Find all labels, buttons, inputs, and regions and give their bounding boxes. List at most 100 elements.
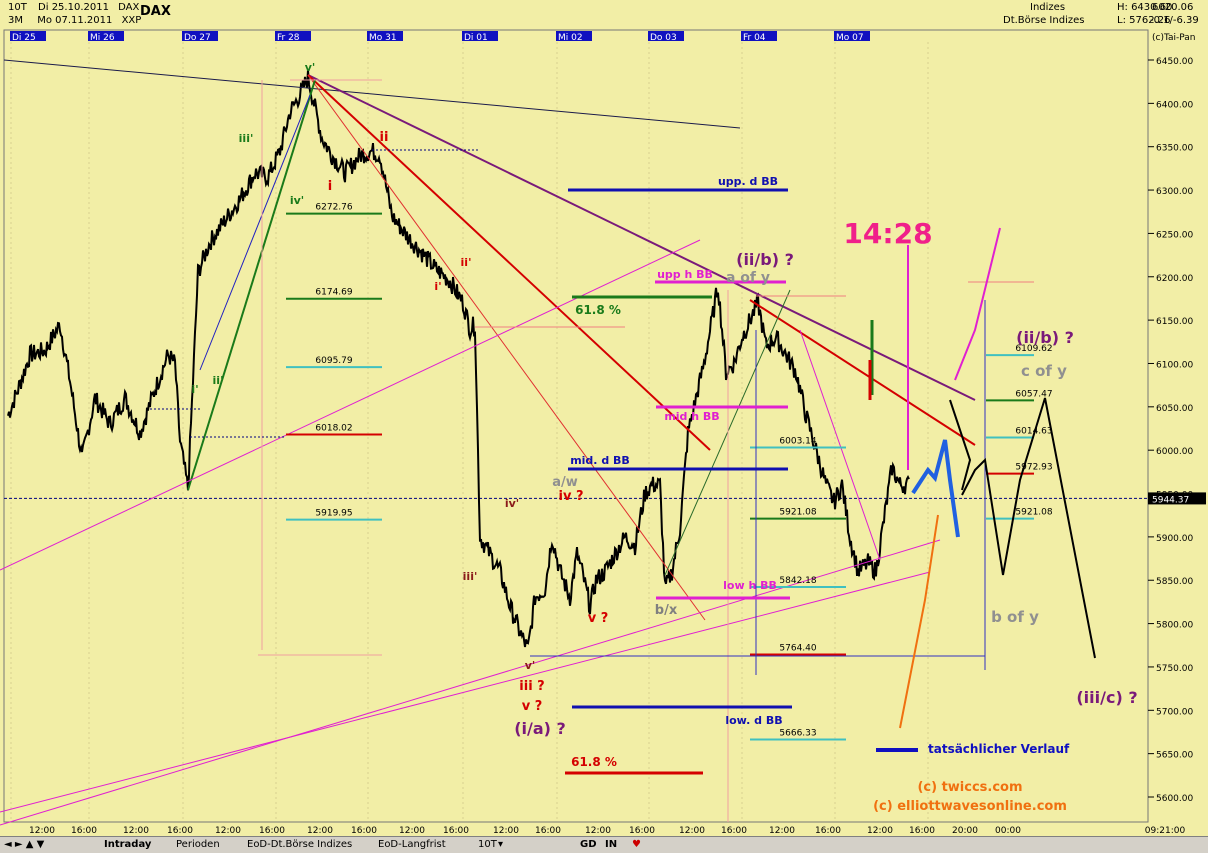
day-label: Di 01	[464, 33, 488, 43]
y-tick-label: 5650.00	[1156, 751, 1193, 761]
channel-magenta-2	[0, 571, 931, 813]
wave-label: ii	[380, 130, 389, 145]
fib-level-label: 6018.02	[315, 424, 352, 434]
y-tick-label: 6000.00	[1156, 447, 1193, 457]
y-tick-label: 6350.00	[1156, 144, 1193, 154]
wave-label: iv'	[290, 194, 304, 207]
heart-icon[interactable]: ♥	[632, 839, 641, 850]
wave-label: (iii/c) ?	[1076, 688, 1137, 707]
day-label-bg	[182, 31, 218, 41]
x-tick-label: 12:00	[679, 826, 705, 836]
category-label: Indizes	[1030, 2, 1066, 13]
tab-perioden[interactable]: Perioden	[176, 839, 220, 850]
x-tick-label: 16:00	[909, 826, 935, 836]
wave-label: iv'	[505, 497, 519, 510]
day-label-bg	[88, 31, 124, 41]
y-tick-label: 6050.00	[1156, 404, 1193, 414]
x-tick-label: 12:00	[29, 826, 55, 836]
vendor-label: (c)Tai-Pan	[1152, 33, 1196, 43]
period-select[interactable]: 10T	[478, 839, 497, 850]
x-tick-label: 16:00	[535, 826, 561, 836]
low-h-bb-label: low h BB	[723, 579, 777, 592]
wave-label: iii'	[239, 132, 254, 145]
wave-label: c of y	[1021, 362, 1067, 380]
trendline-purple	[307, 74, 976, 401]
fib-level-label: 5919.95	[315, 509, 352, 519]
fib-level-label: 5921.08	[1015, 508, 1052, 518]
btn-gd[interactable]: GD	[580, 839, 597, 850]
upp-h-bb-label: upp h BB	[657, 268, 713, 281]
wave-label: i'	[434, 280, 441, 293]
x-tick-label: 16:00	[629, 826, 655, 836]
day-label: Di 25	[12, 33, 36, 43]
fib-level-label: 5666.33	[779, 728, 816, 738]
wave-label: v'	[525, 659, 536, 672]
day-label: Do 03	[650, 33, 677, 43]
change-value: -0.1/-6.39	[1150, 15, 1199, 26]
wave-label: iii'	[463, 570, 478, 583]
day-label-bg	[556, 31, 592, 41]
range-label: 3M	[8, 15, 23, 26]
mid-h-bb-label: mid h BB	[664, 410, 719, 423]
x-tick-label: 09:21:00	[1145, 826, 1186, 836]
mid-d-bb-label: mid. d BB	[570, 454, 630, 467]
wave-label: b/x	[655, 603, 678, 618]
y-tick-label: 6300.00	[1156, 187, 1193, 197]
high-value: H: 6430.60	[1117, 2, 1173, 13]
price-series	[7, 69, 910, 648]
fib-level-label: 6109.62	[1015, 344, 1052, 354]
x-tick-label: 12:00	[867, 826, 893, 836]
x-tick-label: 00:00	[995, 826, 1021, 836]
day-label-bg	[275, 31, 311, 41]
trendline-red-2	[749, 299, 976, 446]
fib-618-green-label: 61.8 %	[575, 303, 621, 317]
x-tick-label: 16:00	[167, 826, 193, 836]
fib-level-label: 6095.79	[315, 356, 352, 366]
copyright-2: (c) elliottwavesonline.com	[873, 799, 1067, 814]
wave-label: iv ?	[559, 489, 584, 504]
tab-intraday[interactable]: Intraday	[104, 839, 152, 850]
current-price-label: 5944.37	[1152, 495, 1189, 505]
y-tick-label: 6450.00	[1156, 57, 1193, 67]
trendline-long	[3, 59, 741, 129]
x-tick-label: 12:00	[307, 826, 333, 836]
day-label: Do 27	[184, 33, 211, 43]
upp-d-bb-label: upp. d BB	[718, 175, 778, 188]
x-tick-label: 12:00	[769, 826, 795, 836]
wave-label: b of y	[991, 608, 1039, 626]
projection-blue	[911, 439, 960, 538]
x-tick-label: 16:00	[351, 826, 377, 836]
day-label-bg	[367, 31, 403, 41]
wave-label: ii'	[213, 374, 224, 387]
fib-level-label: 6003.14	[779, 436, 816, 446]
y-tick-label: 5700.00	[1156, 707, 1193, 717]
x-tick-label: 12:00	[123, 826, 149, 836]
nav-arrows-icon[interactable]: ◄ ► ▲ ▼	[4, 839, 45, 850]
wave-label: a/w	[552, 475, 578, 490]
wave-label: i	[328, 179, 332, 194]
fib-level-label: 5972.93	[1015, 463, 1052, 473]
dropdown-icon[interactable]: ▾	[498, 839, 504, 850]
y-tick-label: 5900.00	[1156, 534, 1193, 544]
wave-label: (ii/b) ?	[736, 250, 794, 269]
wave-label: v ?	[588, 611, 609, 626]
source-label: Dt.Börse Indizes	[1003, 15, 1085, 26]
bottom-toolbar: ◄ ► ▲ ▼ Intraday Perioden EoD-Dt.Börse I…	[0, 836, 1208, 853]
x-tick-label: 16:00	[443, 826, 469, 836]
day-label: Fr 28	[277, 33, 300, 43]
last-value: 6020.06	[1152, 2, 1194, 13]
y-tick-label: 6200.00	[1156, 274, 1193, 284]
btn-in[interactable]: IN	[605, 839, 618, 850]
y-tick-label: 5750.00	[1156, 664, 1193, 674]
day-label-bg	[741, 31, 777, 41]
day-label: Mi 02	[558, 33, 583, 43]
day-label-bg	[834, 31, 870, 41]
y-tick-label: 6150.00	[1156, 317, 1193, 327]
projection-black-1	[949, 399, 972, 491]
wave-label: i'	[191, 383, 198, 396]
tab-eod-boerse[interactable]: EoD-Dt.Börse Indizes	[247, 839, 353, 850]
fib-level-label: 5842.18	[779, 576, 816, 586]
symbol-label: DAX	[118, 2, 140, 13]
tab-eod-langfrist[interactable]: EoD-Langfrist	[378, 839, 446, 850]
